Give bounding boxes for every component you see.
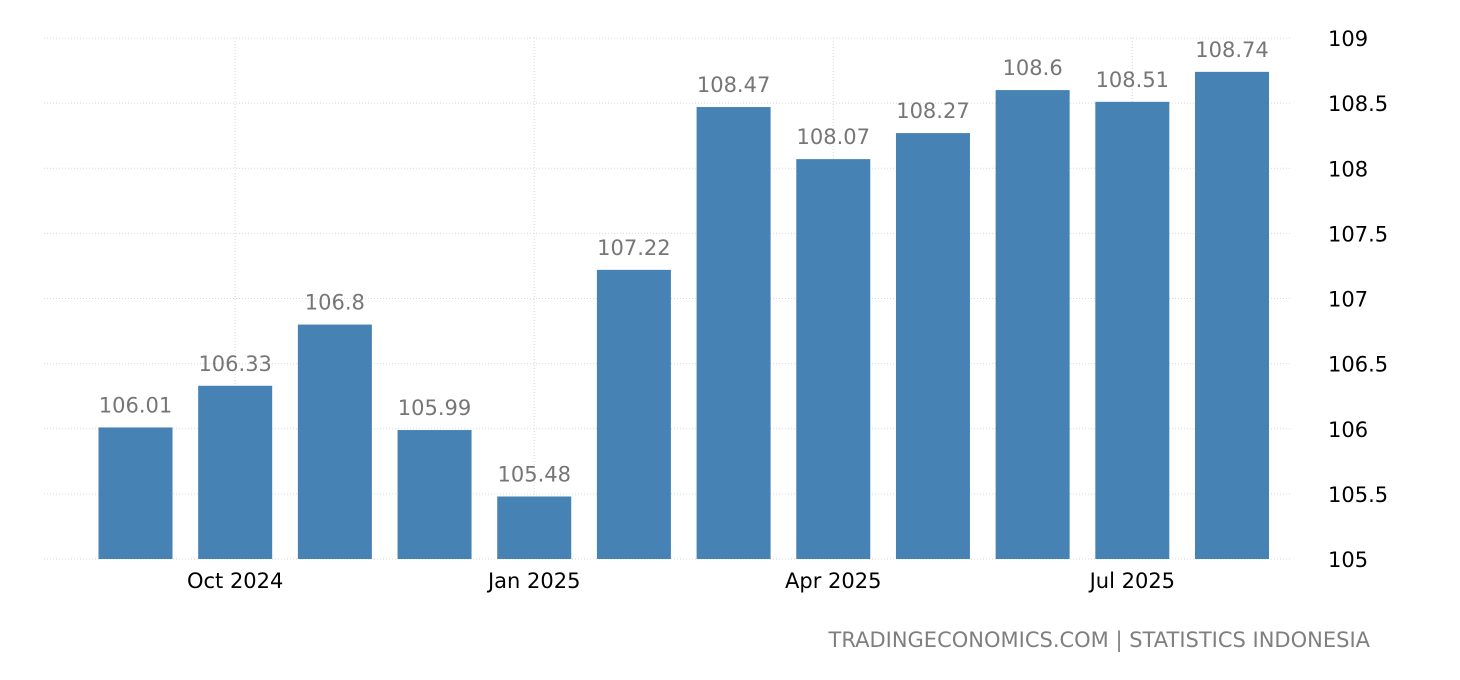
- x-tick-label: Oct 2024: [187, 569, 283, 593]
- data-label: 108.51: [1096, 68, 1169, 92]
- data-label: 105.99: [398, 396, 471, 420]
- y-tick-label: 106: [1328, 418, 1368, 442]
- bar: [1095, 101, 1170, 559]
- data-label: 107.22: [597, 236, 670, 260]
- y-tick-label: 108.5: [1328, 92, 1388, 116]
- bar: [297, 324, 372, 559]
- data-label: 106.33: [198, 352, 271, 376]
- data-label: 106.01: [99, 393, 172, 417]
- y-tick-label: 105.5: [1328, 483, 1388, 507]
- x-tick-label: Jan 2025: [486, 569, 581, 593]
- data-label: 108.74: [1195, 38, 1268, 62]
- source-attribution: TRADINGECONOMICS.COM | STATISTICS INDONE…: [828, 628, 1370, 652]
- bar: [696, 107, 771, 559]
- x-tick-label: Apr 2025: [785, 569, 881, 593]
- bar: [796, 159, 871, 559]
- bar: [995, 90, 1070, 559]
- data-label: 108.47: [697, 73, 770, 97]
- data-label: 106.8: [305, 291, 365, 315]
- y-tick-label: 105: [1328, 548, 1368, 572]
- data-label: 108.6: [1003, 56, 1063, 80]
- bar: [198, 385, 273, 559]
- y-tick-label: 108: [1328, 157, 1368, 181]
- y-tick-label: 107: [1328, 288, 1368, 312]
- bar-chart: 105 105.5 106 106.5 107 107.5 108 108.5 109 Oct 2…: [44, 27, 1388, 593]
- data-label: 108.07: [797, 125, 870, 149]
- data-label: 108.27: [896, 99, 969, 123]
- data-label: 105.48: [497, 462, 570, 486]
- bar: [596, 269, 671, 559]
- y-tick-label: 109: [1328, 27, 1368, 51]
- bar: [397, 430, 472, 559]
- y-tick-label: 107.5: [1328, 222, 1388, 246]
- bar: [98, 427, 173, 559]
- bar: [497, 496, 572, 559]
- y-tick-label: 106.5: [1328, 353, 1388, 377]
- bar: [1195, 71, 1269, 560]
- x-tick-label: Jul 2025: [1088, 569, 1175, 593]
- bar: [895, 133, 970, 559]
